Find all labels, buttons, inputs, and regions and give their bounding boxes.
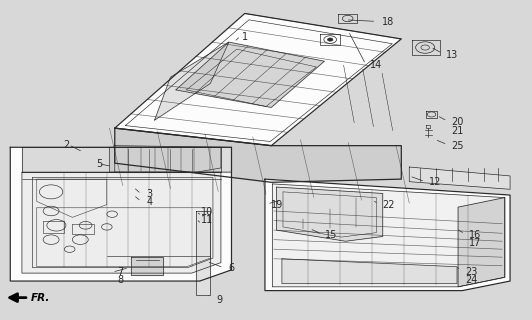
Text: 13: 13	[446, 50, 459, 60]
Text: 16: 16	[469, 230, 481, 240]
Text: 6: 6	[229, 263, 235, 273]
Text: 14: 14	[369, 60, 382, 70]
Text: 22: 22	[383, 200, 395, 210]
Text: 23: 23	[465, 267, 477, 277]
Polygon shape	[110, 147, 221, 172]
Text: 2: 2	[63, 140, 70, 150]
Text: 8: 8	[118, 276, 123, 285]
Polygon shape	[265, 179, 510, 291]
Text: 18: 18	[381, 17, 394, 28]
Text: 5: 5	[96, 159, 103, 169]
Text: 11: 11	[201, 215, 213, 225]
Polygon shape	[22, 172, 221, 273]
Polygon shape	[22, 147, 221, 172]
Text: 20: 20	[452, 117, 464, 127]
Text: 7: 7	[118, 267, 123, 277]
Polygon shape	[10, 147, 231, 281]
Polygon shape	[272, 184, 505, 287]
Text: FR.: FR.	[30, 293, 50, 303]
Text: 21: 21	[452, 126, 464, 136]
Polygon shape	[131, 257, 163, 275]
Polygon shape	[176, 42, 325, 108]
Polygon shape	[115, 146, 231, 172]
Text: 10: 10	[201, 207, 213, 217]
Text: 24: 24	[465, 276, 477, 285]
Text: 17: 17	[469, 238, 481, 248]
Polygon shape	[282, 259, 457, 284]
Circle shape	[328, 38, 333, 41]
Text: 4: 4	[146, 197, 152, 207]
Polygon shape	[115, 128, 401, 182]
Text: 9: 9	[216, 294, 222, 305]
Text: 1: 1	[242, 32, 248, 42]
Text: 3: 3	[146, 189, 152, 199]
Polygon shape	[196, 211, 210, 295]
Text: 19: 19	[271, 200, 284, 210]
Polygon shape	[155, 42, 229, 120]
Polygon shape	[458, 197, 505, 287]
Text: 15: 15	[326, 230, 338, 240]
Polygon shape	[409, 167, 510, 189]
Polygon shape	[277, 187, 383, 241]
Text: 12: 12	[429, 177, 442, 187]
Text: 25: 25	[452, 141, 464, 151]
Polygon shape	[115, 13, 401, 146]
